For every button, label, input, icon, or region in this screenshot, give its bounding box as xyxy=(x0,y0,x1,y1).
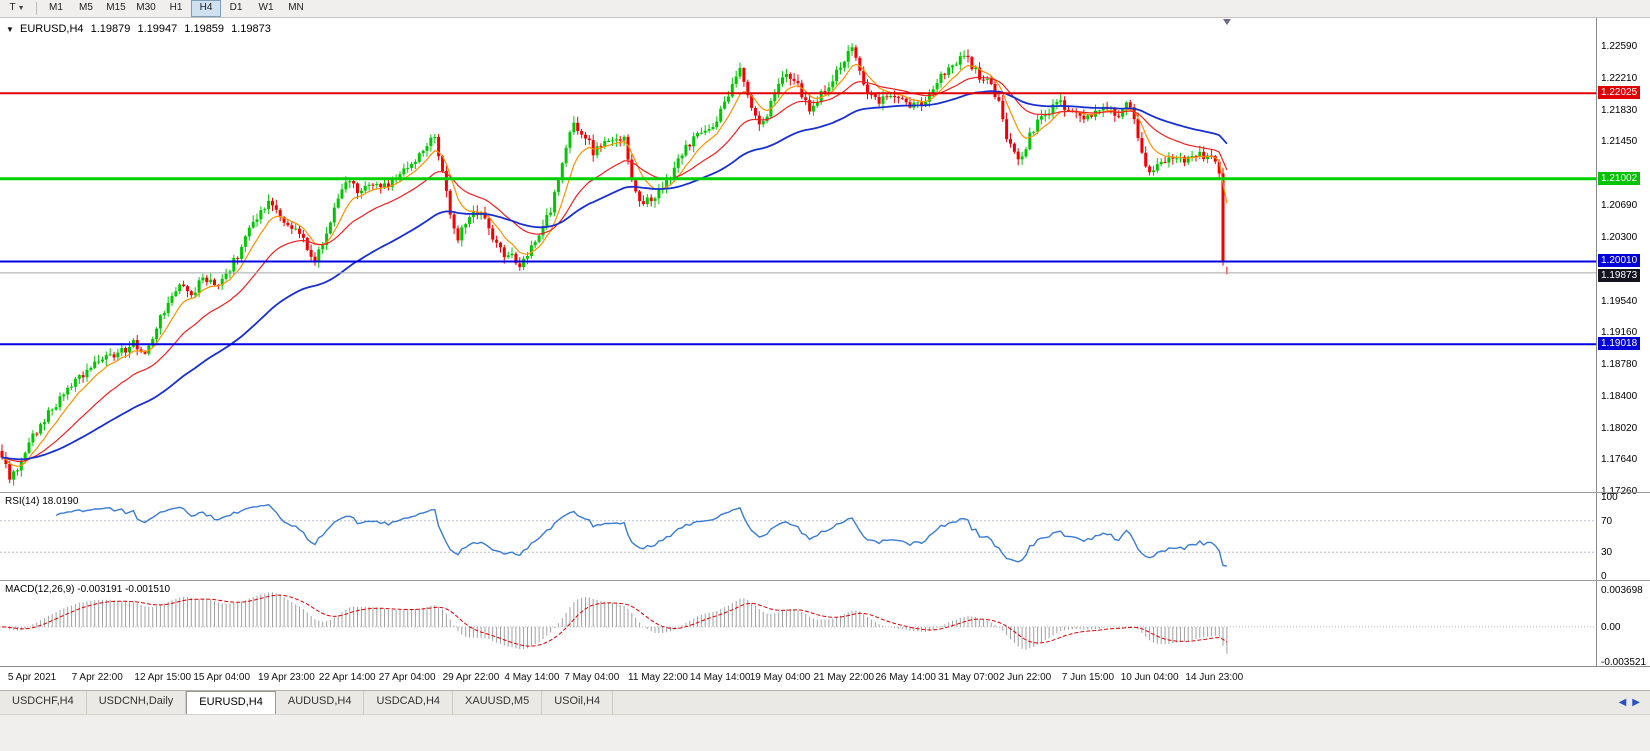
tab-scroll-left-icon[interactable]: ◀ xyxy=(1618,696,1627,708)
time-axis-label: 10 Jun 04:00 xyxy=(1120,672,1179,683)
macd-canvas xyxy=(0,592,1596,654)
timeframe-m30-button[interactable]: M30 xyxy=(136,2,156,13)
ohlc-close: 1.19873 xyxy=(231,23,271,35)
price-line-label: 1.19018 xyxy=(1598,337,1641,351)
macd-axis-tick: 0.003698 xyxy=(1601,585,1643,596)
price-axis: 1.22590 1.22210 1.21830 1.21450 1.20690 1.203… xyxy=(1596,18,1650,668)
text-tool-label: T xyxy=(9,2,16,13)
price-axis-tick: 1.20690 xyxy=(1601,199,1638,211)
macd-axis-tick: -0.003521 xyxy=(1601,657,1647,668)
chart-tabs: USDCHF,H4 USDCNH,Daily EURUSD,H4 AUDUSD,H4 U… xyxy=(0,690,1650,714)
macd-label: MACD(12,26,9) -0.003191 -0.001510 xyxy=(5,584,171,595)
time-axis-label: 19 May 04:00 xyxy=(749,672,811,683)
rsi-axis-tick: 100 xyxy=(1601,492,1618,503)
price-axis-tick: 1.18780 xyxy=(1601,359,1638,371)
status-strip xyxy=(0,714,1650,751)
time-axis-label: 2 Jun 22:00 xyxy=(998,672,1052,683)
price-line-label: 1.22025 xyxy=(1598,86,1641,100)
time-axis: 5 Apr 2021 7 Apr 22:00 12 Apr 15:00 15 Apr … xyxy=(0,666,1650,690)
timeframe-d1-button[interactable]: D1 xyxy=(229,2,243,13)
price-axis-tick: 1.20300 xyxy=(1601,232,1638,244)
time-axis-label: 19 Apr 23:00 xyxy=(258,672,315,683)
price-line-label: 1.21002 xyxy=(1598,171,1641,185)
price-axis-tick: 1.19540 xyxy=(1601,295,1638,307)
timeframe-m15-button[interactable]: M15 xyxy=(106,2,126,13)
time-axis-label: 15 Apr 04:00 xyxy=(193,672,251,683)
chart-menu-icon: ▼ xyxy=(6,25,14,34)
price-axis-tick: 1.17640 xyxy=(1601,454,1638,466)
time-axis-label: 21 May 22:00 xyxy=(813,672,875,683)
chart-header: ▼ EURUSD,H4 1.19879 1.19947 1.19859 1.19… xyxy=(6,23,275,35)
time-axis-label: 4 May 14:00 xyxy=(504,672,560,683)
tab-scroll-right-icon[interactable]: ▶ xyxy=(1632,696,1640,708)
panel-resize-handle[interactable] xyxy=(0,492,1650,493)
timeframe-button-group: M1 M5 M15 M30 H1 H4 D1 W1 MN xyxy=(41,0,311,17)
chart-tab-usoil-h4[interactable]: USOil,H4 xyxy=(542,691,614,714)
time-axis-label: 7 Jun 15:00 xyxy=(1061,672,1115,683)
tab-scroll-controls: ◀ ▶ xyxy=(1609,691,1650,714)
price-axis-tick: 1.18400 xyxy=(1601,390,1638,402)
chevron-down-icon: ▼ xyxy=(17,5,25,12)
price-axis-tick: 1.22590 xyxy=(1601,41,1638,53)
horizontal-lines[interactable] xyxy=(0,92,1596,346)
price-line-label: 1.19873 xyxy=(1598,268,1641,282)
chart-tab-audusd-h4[interactable]: AUDUSD,H4 xyxy=(276,691,365,714)
timeframe-m5-button[interactable]: M5 xyxy=(79,2,93,13)
timeframe-mn-button[interactable]: MN xyxy=(288,2,304,13)
price-axis-tick: 1.17260 xyxy=(1601,486,1637,497)
timeframe-w1-button[interactable]: W1 xyxy=(258,2,274,13)
chart-tab-eurusd-h4[interactable]: EURUSD,H4 xyxy=(186,691,276,714)
time-axis-label: 7 May 04:00 xyxy=(564,672,620,683)
rsi-axis-tick: 0 xyxy=(1601,571,1607,582)
time-axis-label: 22 Apr 14:00 xyxy=(318,672,376,683)
price-line-label: 1.20010 xyxy=(1598,254,1641,268)
time-axis-label: 11 May 22:00 xyxy=(628,672,688,683)
price-axis-tick: 1.18020 xyxy=(1601,422,1638,434)
toolbar-separator xyxy=(36,2,37,15)
ohlc-high: 1.19947 xyxy=(137,23,178,35)
chart-shift-marker-icon xyxy=(1222,19,1231,25)
rsi-axis-tick: 30 xyxy=(1601,547,1613,559)
chart-tab-usdcad-h4[interactable]: USDCAD,H4 xyxy=(364,691,454,714)
rsi-label: RSI(14) 18.0190 xyxy=(5,496,79,507)
chart-tab-xauusd-m5[interactable]: XAUUSD,M5 xyxy=(453,691,543,714)
timeframe-h4-button[interactable]: H4 xyxy=(191,0,221,17)
time-axis-label: 5 Apr 2021 xyxy=(7,672,57,683)
chart-tab-usdcnh-daily[interactable]: USDCNH,Daily xyxy=(87,691,187,714)
toolbar: T ▼ M1 M5 M15 M30 H1 H4 D1 W1 MN xyxy=(0,0,1650,18)
text-tool-button[interactable]: T ▼ xyxy=(2,0,32,17)
ohlc-open: 1.19879 xyxy=(90,23,131,35)
ohlc-low: 1.19859 xyxy=(184,23,225,35)
price-axis-tick: 1.22210 xyxy=(1601,72,1638,84)
panel-resize-handle[interactable] xyxy=(0,580,1650,581)
price-axis-tick: 1.21830 xyxy=(1601,104,1638,116)
time-axis-label: 31 May 07:00 xyxy=(938,672,999,683)
moving-averages xyxy=(1,63,1228,468)
timeframe-h1-button[interactable]: H1 xyxy=(169,2,183,13)
macd-axis-tick: 0.00 xyxy=(1601,621,1621,633)
timeframe-m1-button[interactable]: M1 xyxy=(49,2,63,13)
chart-tab-usdchf-h4[interactable]: USDCHF,H4 xyxy=(0,691,87,714)
time-axis-label: 7 Apr 22:00 xyxy=(71,672,123,683)
time-axis-label: 27 Apr 04:00 xyxy=(378,672,436,683)
time-axis-label: 12 Apr 15:00 xyxy=(134,672,192,683)
price-axis-tick: 1.19160 xyxy=(1601,327,1638,339)
price-chart-canvas[interactable] xyxy=(0,0,1596,666)
time-axis-label: 29 Apr 22:00 xyxy=(442,672,500,683)
time-axis-label: 26 May 14:00 xyxy=(875,672,936,683)
price-axis-tick: 1.21450 xyxy=(1601,136,1638,148)
candles xyxy=(0,43,1229,486)
chart-symbol-timeframe: EURUSD,H4 xyxy=(19,23,84,35)
time-axis-label: 14 Jun 23:00 xyxy=(1185,672,1244,683)
time-axis-label: 14 May 14:00 xyxy=(689,672,751,683)
rsi-axis-tick: 70 xyxy=(1601,515,1613,527)
rsi-canvas xyxy=(0,503,1596,567)
